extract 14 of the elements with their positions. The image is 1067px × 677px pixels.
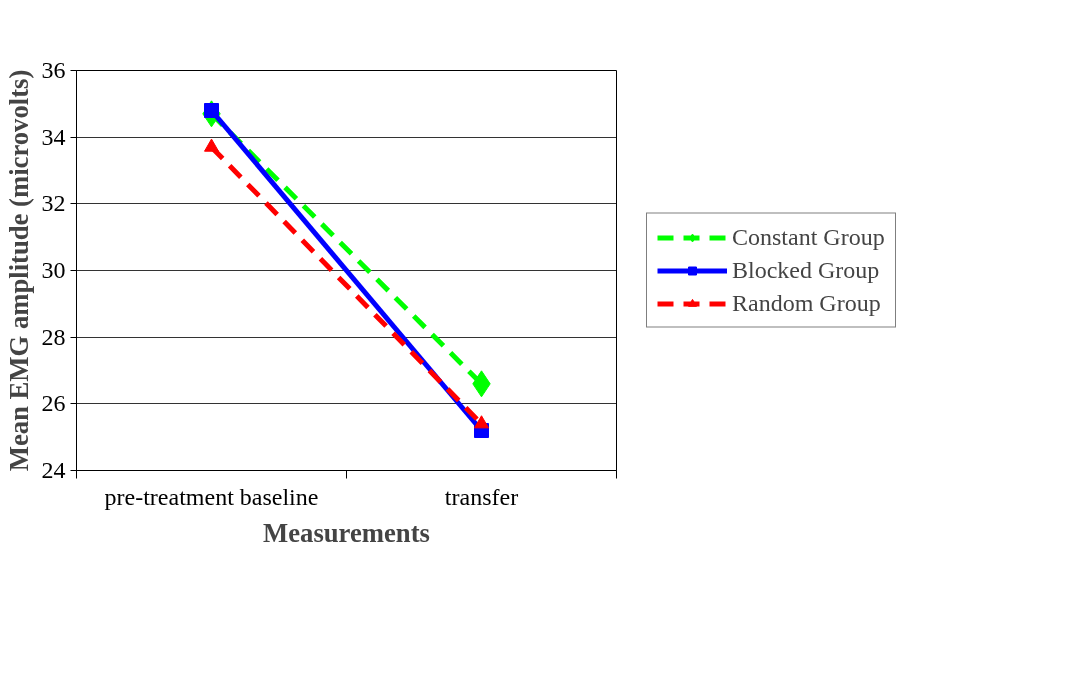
y-axis-title: Mean EMG amplitude (microvolts) (3, 69, 34, 472)
y-tick-label: 26 (41, 390, 66, 417)
x-axis-title: Measurements (263, 517, 430, 548)
x-tick-label: transfer (444, 483, 519, 510)
legend-label: Constant Group (732, 223, 885, 251)
y-tick-label: 24 (41, 457, 66, 483)
y-tick-label: 36 (41, 57, 66, 83)
y-tick-label: 30 (41, 257, 66, 283)
y-tick-label: 28 (41, 323, 66, 350)
y-tick-label: 34 (41, 123, 66, 150)
legend-label: Random Group (732, 289, 881, 317)
y-tick-label: 32 (41, 190, 66, 217)
x-tick-label: pre-treatment baseline (104, 483, 319, 510)
legend-label: Blocked Group (732, 256, 880, 284)
